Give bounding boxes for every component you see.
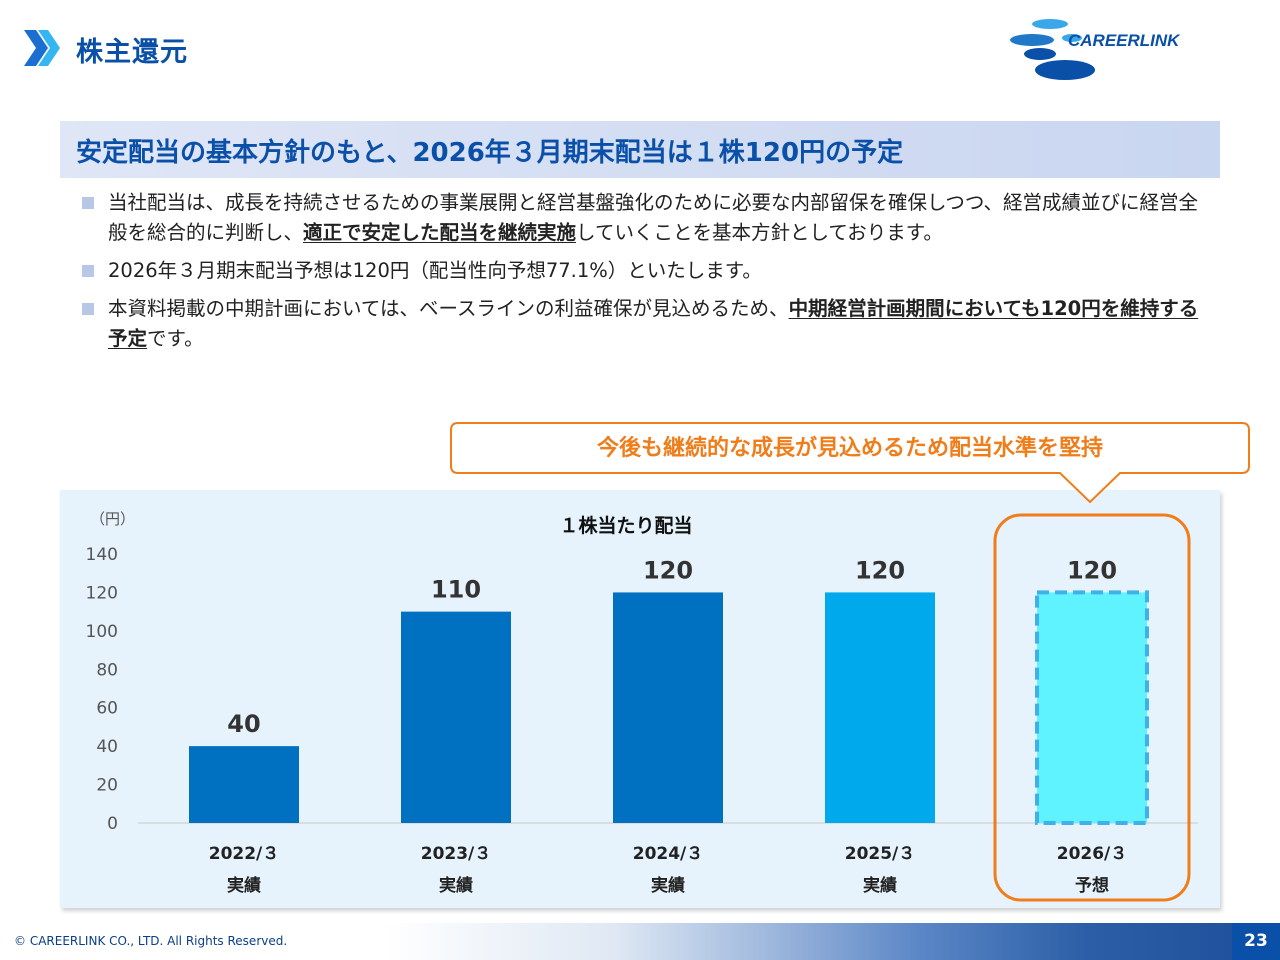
data-label: 110: [431, 576, 481, 604]
forecast-highlight-frame: [993, 513, 1191, 902]
page-number: 23: [1232, 923, 1280, 960]
bullet-text: 本資料掲載の中期計画においては、ベースラインの利益確保が見込めるため、: [108, 297, 789, 320]
x-tick-sublabel: 実績: [651, 875, 685, 896]
bullet-square-icon: [82, 303, 94, 315]
x-tick-sublabel: 実績: [439, 875, 473, 896]
callout: 今後も継続的な成長が見込めるため配当水準を堅持: [450, 422, 1250, 504]
y-tick-label: 0: [107, 814, 118, 834]
x-tick-sublabel: 実績: [863, 875, 897, 896]
bar: [189, 746, 299, 823]
callout-bubble: [450, 422, 1250, 504]
bullet-text: です。: [147, 327, 204, 350]
double-chevron-right-icon: [24, 30, 60, 66]
x-tick-label: 2022/３: [209, 844, 280, 864]
x-tick-label: 2026/３: [1057, 844, 1128, 864]
y-axis-unit: （円）: [90, 510, 135, 528]
dividend-chart: １株当たり配当 （円） 0 20 40 60 80 100 120 140 40 2022/３ 実績 11…: [86, 510, 1198, 902]
data-label: 120: [1067, 556, 1117, 584]
bullet-text: していくことを基本方針としております。: [576, 221, 943, 244]
x-tick-label: 2023/３: [421, 844, 492, 864]
x-tick-label: 2025/３: [845, 844, 916, 864]
footer: © CAREERLINK CO., LTD. All Rights Reserv…: [0, 923, 1280, 960]
bullet-square-icon: [82, 265, 94, 277]
header: 株主還元 CAREERLINK: [0, 0, 1280, 110]
headline: 安定配当の基本方針のもと、2026年３月期末配当は１株120円の予定: [76, 138, 904, 168]
x-tick-sublabel: 予想: [1075, 875, 1109, 896]
copyright: © CAREERLINK CO., LTD. All Rights Reserv…: [14, 934, 288, 948]
y-tick-label: 140: [86, 545, 118, 565]
data-label: 40: [227, 710, 260, 738]
chart-panel: １株当たり配当 （円） 0 20 40 60 80 100 120 140 40 2022/３ 実績 11…: [60, 490, 1220, 908]
bar: [825, 592, 935, 823]
bullet-square-icon: [82, 197, 94, 209]
careerlink-logo: CAREERLINK: [1010, 19, 1181, 80]
y-tick-label: 40: [96, 737, 118, 757]
bullet-text: 2026年３月期末配当予想は120円（配当性向予想77.1%）といたします。: [108, 259, 762, 282]
logo-text: CAREERLINK: [1068, 31, 1181, 50]
chart-title: １株当たり配当: [559, 514, 692, 537]
y-tick-label: 100: [86, 622, 118, 642]
bullet-emphasis: 適正で安定した配当を継続実施: [303, 221, 577, 244]
page-title: 株主還元: [76, 37, 188, 68]
bullet-item-policy: 当社配当は、成長を持続させるための事業展開と経営基盤強化のために必要な内部留保を…: [82, 188, 1202, 248]
bar-forecast: [1035, 590, 1149, 825]
y-tick-label: 80: [96, 660, 118, 680]
y-tick-label: 20: [96, 776, 118, 796]
x-tick-sublabel: 実績: [227, 875, 261, 896]
data-label: 120: [643, 556, 693, 584]
bar: [401, 611, 511, 823]
bullet-item-midterm: 本資料掲載の中期計画においては、ベースラインの利益確保が見込めるため、中期経営計…: [82, 294, 1202, 354]
bullet-text: 当社配当は、成長を持続させるための事業展開と経営基盤強化のために必要な内部留保を…: [108, 191, 1199, 244]
data-label: 120: [855, 556, 905, 584]
bullet-item-forecast: 2026年３月期末配当予想は120円（配当性向予想77.1%）といたします。: [82, 256, 1202, 286]
y-tick-label: 120: [86, 583, 118, 603]
bullet-list: 当社配当は、成長を持続させるための事業展開と経営基盤強化のために必要な内部留保を…: [82, 188, 1202, 362]
x-tick-label: 2024/３: [633, 844, 704, 864]
headline-bar: 安定配当の基本方針のもと、2026年３月期末配当は１株120円の予定: [60, 121, 1220, 178]
bar: [613, 592, 723, 823]
callout-text: 今後も継続的な成長が見込めるため配当水準を堅持: [596, 436, 1103, 461]
y-tick-label: 60: [96, 699, 118, 719]
bullet-emphasis: 中期経営計画期間においても120円を維持する予定: [108, 297, 1199, 350]
